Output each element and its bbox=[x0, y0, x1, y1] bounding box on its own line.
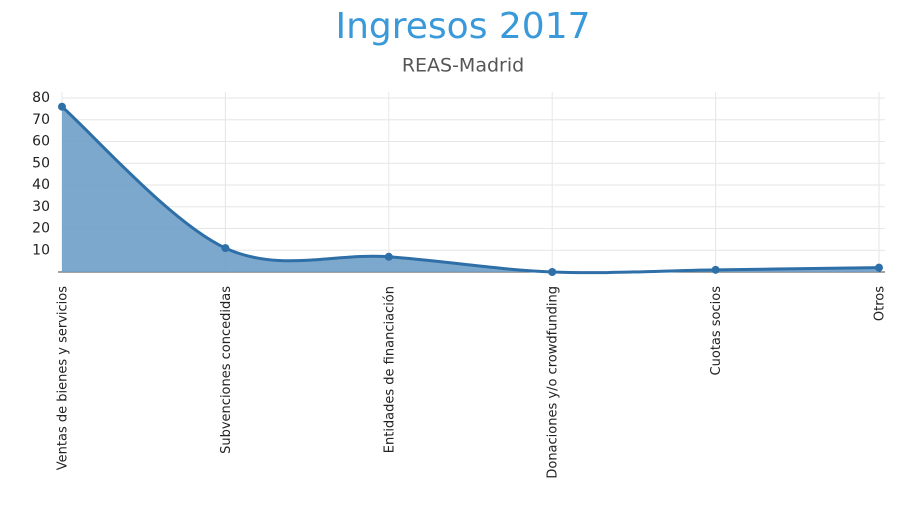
y-tick-label: 60 bbox=[32, 134, 50, 150]
x-tick-label: Donaciones y/o crowdfunding bbox=[546, 286, 561, 479]
x-tick-label: Cuotas socios bbox=[709, 286, 724, 376]
y-tick-label: 30 bbox=[32, 199, 50, 215]
point bbox=[221, 244, 230, 253]
chart-title: Ingresos 2017 bbox=[335, 6, 590, 47]
y-tick-label: 50 bbox=[32, 155, 50, 171]
x-tick-label: Ventas de bienes y servicios bbox=[56, 286, 71, 470]
point bbox=[711, 265, 720, 274]
x-tick-label: Otros bbox=[873, 286, 888, 321]
y-tick-label: 10 bbox=[32, 242, 50, 258]
y-tick-label: 20 bbox=[32, 221, 50, 237]
x-tick-label: Subvenciones concedidas bbox=[219, 286, 234, 454]
point bbox=[548, 268, 557, 276]
line bbox=[61, 105, 880, 275]
point bbox=[875, 263, 883, 272]
y-tick-label: 80 bbox=[32, 90, 50, 106]
point bbox=[58, 102, 66, 111]
x-tick-label: Entidades de financiación bbox=[382, 286, 397, 453]
y-tick-label: 40 bbox=[32, 177, 50, 193]
area bbox=[62, 106, 879, 273]
y-tick-label: 70 bbox=[32, 112, 50, 128]
chart-subtitle: REAS-Madrid bbox=[402, 55, 524, 77]
point bbox=[384, 252, 393, 261]
